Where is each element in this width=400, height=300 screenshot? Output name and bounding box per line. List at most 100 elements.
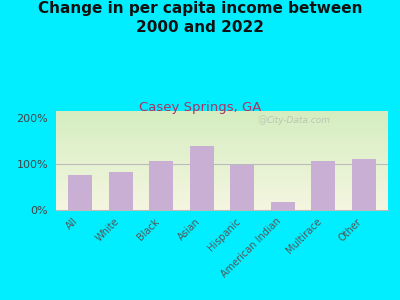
Bar — [56, 174, 388, 175]
Bar — [230, 165, 254, 210]
Bar — [56, 185, 388, 186]
Bar — [56, 183, 388, 184]
Bar — [68, 176, 92, 210]
Bar — [56, 145, 388, 146]
Bar — [56, 172, 388, 173]
Bar — [352, 159, 376, 210]
Text: Casey Springs, GA: Casey Springs, GA — [139, 100, 261, 113]
Bar — [56, 158, 388, 160]
Bar — [56, 157, 388, 158]
Bar — [56, 131, 388, 132]
Bar — [56, 118, 388, 119]
Bar — [56, 206, 388, 207]
Bar — [56, 207, 388, 208]
Bar — [56, 193, 388, 194]
Bar — [56, 177, 388, 178]
Bar — [56, 164, 388, 165]
Bar — [56, 139, 388, 140]
Bar — [56, 208, 388, 209]
Bar — [56, 137, 388, 138]
Bar — [56, 152, 388, 153]
Bar — [56, 191, 388, 192]
Bar — [56, 194, 388, 195]
Bar — [56, 169, 388, 170]
Bar — [56, 140, 388, 141]
Bar — [56, 180, 388, 181]
Bar — [56, 182, 388, 183]
Bar — [56, 168, 388, 169]
Bar — [190, 146, 214, 210]
Bar — [56, 204, 388, 205]
Bar — [56, 134, 388, 135]
Bar — [56, 163, 388, 164]
Bar — [56, 119, 388, 120]
Bar — [56, 192, 388, 193]
Bar — [56, 187, 388, 188]
Bar — [56, 199, 388, 200]
Bar — [56, 115, 388, 116]
Bar — [56, 155, 388, 157]
Bar — [56, 126, 388, 127]
Bar — [56, 117, 388, 118]
Bar — [56, 132, 388, 133]
Bar — [56, 173, 388, 174]
Bar — [56, 116, 388, 117]
Bar — [56, 186, 388, 187]
Bar — [56, 112, 388, 113]
Bar — [56, 130, 388, 131]
Bar — [56, 151, 388, 152]
Bar — [56, 135, 388, 136]
Bar — [56, 202, 388, 203]
Bar — [56, 127, 388, 128]
Bar — [56, 170, 388, 171]
Bar — [56, 129, 388, 130]
Bar — [56, 142, 388, 143]
Bar — [56, 133, 388, 134]
Bar — [56, 161, 388, 163]
Bar — [56, 128, 388, 129]
Bar — [56, 111, 388, 112]
Bar — [56, 205, 388, 206]
Bar — [56, 188, 388, 189]
Text: City-Data.com: City-Data.com — [266, 116, 330, 125]
Text: @: @ — [257, 115, 267, 125]
Bar — [56, 160, 388, 161]
Bar — [56, 209, 388, 210]
Bar — [56, 143, 388, 144]
Bar — [56, 201, 388, 202]
Bar — [56, 196, 388, 197]
Bar — [56, 122, 388, 123]
Text: Change in per capita income between
2000 and 2022: Change in per capita income between 2000… — [38, 2, 362, 35]
Bar — [109, 172, 133, 210]
Bar — [56, 189, 388, 190]
Bar — [56, 136, 388, 137]
Bar — [56, 125, 388, 126]
Bar — [56, 146, 388, 147]
Bar — [56, 153, 388, 154]
Bar — [56, 190, 388, 191]
Bar — [56, 200, 388, 201]
Bar — [56, 147, 388, 148]
Bar — [56, 176, 388, 177]
Bar — [56, 203, 388, 204]
Bar — [56, 154, 388, 155]
Bar — [56, 123, 388, 124]
Bar — [56, 197, 388, 198]
Bar — [311, 161, 335, 210]
Bar — [56, 181, 388, 182]
Bar — [56, 113, 388, 114]
Bar — [56, 150, 388, 151]
Bar — [56, 184, 388, 185]
Bar — [56, 171, 388, 172]
Bar — [56, 198, 388, 199]
Bar — [56, 195, 388, 196]
Bar — [56, 160, 388, 161]
Bar — [149, 161, 174, 210]
Bar — [56, 148, 388, 150]
Bar — [56, 114, 388, 115]
Bar — [56, 121, 388, 122]
Bar — [56, 120, 388, 121]
Bar — [56, 179, 388, 180]
Bar — [56, 178, 388, 179]
Bar — [270, 202, 295, 210]
